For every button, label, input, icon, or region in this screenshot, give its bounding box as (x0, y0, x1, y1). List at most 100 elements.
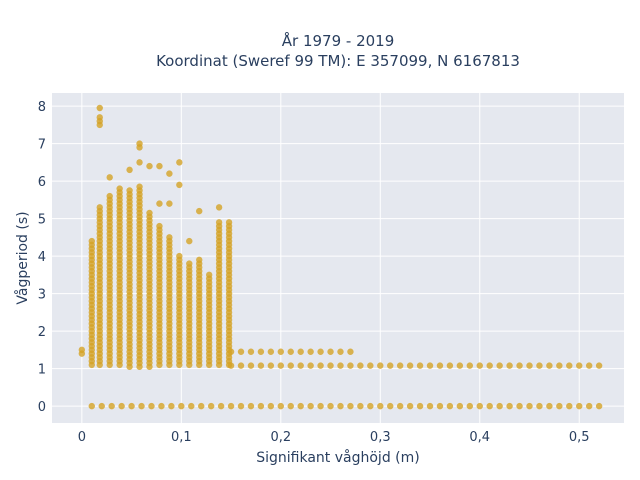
data-point (347, 362, 354, 369)
data-point (526, 362, 533, 369)
data-point (337, 402, 344, 410)
data-point (536, 402, 543, 410)
x-tick-label: 0,4 (469, 430, 490, 445)
data-point (136, 140, 143, 147)
x-tick-label: 0,5 (569, 430, 590, 445)
data-point (496, 362, 503, 369)
y-tick-label: 0 (38, 400, 46, 415)
data-point (406, 402, 414, 410)
data-point (257, 362, 265, 369)
y-axis-ticks: 0 1 2 3 4 5 6 7 8 (38, 100, 46, 415)
data-point (98, 402, 105, 410)
data-point (585, 402, 593, 410)
data-point (347, 402, 354, 410)
x-tick-label: 0 (78, 430, 86, 445)
data-point (166, 234, 173, 241)
data-point (387, 362, 394, 369)
x-tick-label: 0,1 (171, 430, 192, 445)
data-point (297, 348, 304, 355)
data-point (496, 402, 503, 410)
data-point (118, 402, 125, 410)
data-point (556, 362, 563, 369)
data-point (227, 348, 235, 355)
data-point (196, 207, 203, 215)
y-tick-label: 8 (38, 100, 46, 115)
data-point (126, 187, 133, 194)
data-point (516, 402, 523, 410)
data-point (196, 256, 203, 264)
data-point (337, 348, 344, 355)
data-point (227, 402, 235, 410)
data-point (207, 402, 215, 410)
data-point (198, 402, 205, 410)
data-point (138, 402, 145, 410)
data-point (237, 362, 245, 369)
data-point (237, 348, 245, 355)
data-point (225, 219, 233, 226)
data-point (377, 362, 384, 369)
data-point (168, 402, 175, 410)
data-point (506, 362, 513, 369)
data-point (128, 402, 135, 410)
data-point (188, 402, 195, 410)
data-point (506, 402, 513, 410)
data-point (106, 174, 113, 181)
data-point (146, 162, 153, 170)
y-tick-label: 4 (38, 250, 46, 265)
data-point (237, 402, 245, 410)
data-point (536, 362, 543, 369)
data-point (436, 362, 444, 369)
data-point (257, 348, 265, 355)
data-point (566, 402, 573, 410)
data-point (396, 402, 404, 410)
data-point (287, 362, 294, 369)
data-point (247, 402, 255, 410)
data-point (108, 402, 115, 410)
data-point (96, 104, 103, 112)
data-point (267, 362, 275, 369)
data-point (176, 181, 183, 189)
data-point (158, 402, 165, 410)
data-point (476, 402, 483, 410)
data-point (436, 402, 444, 410)
data-point (486, 402, 493, 410)
data-point (327, 348, 334, 355)
data-point (526, 402, 533, 410)
y-tick-label: 2 (38, 325, 46, 340)
data-point (146, 209, 153, 217)
data-point (136, 183, 143, 190)
data-point (156, 162, 163, 170)
data-point (106, 192, 113, 200)
y-tick-label: 3 (38, 288, 46, 303)
data-point (357, 402, 364, 410)
data-point (327, 362, 334, 369)
x-axis-title: Signifikant våghöjd (m) (256, 449, 419, 466)
data-point (426, 402, 434, 410)
y-tick-label: 1 (38, 363, 46, 378)
data-point (96, 114, 103, 121)
data-point (317, 402, 324, 410)
data-point (466, 362, 474, 369)
x-tick-label: 0,3 (370, 430, 391, 445)
data-point (416, 402, 424, 410)
data-point (287, 402, 294, 410)
data-point (227, 362, 235, 369)
data-point (166, 170, 173, 177)
data-point (546, 402, 553, 410)
data-point (277, 362, 284, 369)
data-points (78, 104, 603, 410)
data-point (476, 362, 483, 369)
data-point (166, 200, 173, 207)
data-point (186, 237, 193, 245)
data-point (178, 402, 185, 410)
data-point (585, 362, 593, 369)
data-point (317, 362, 324, 369)
data-point (215, 204, 223, 211)
data-point (327, 402, 334, 410)
data-point (215, 219, 223, 226)
data-point (156, 222, 163, 230)
data-point (257, 402, 265, 410)
data-point (176, 159, 183, 166)
data-point (156, 200, 163, 207)
